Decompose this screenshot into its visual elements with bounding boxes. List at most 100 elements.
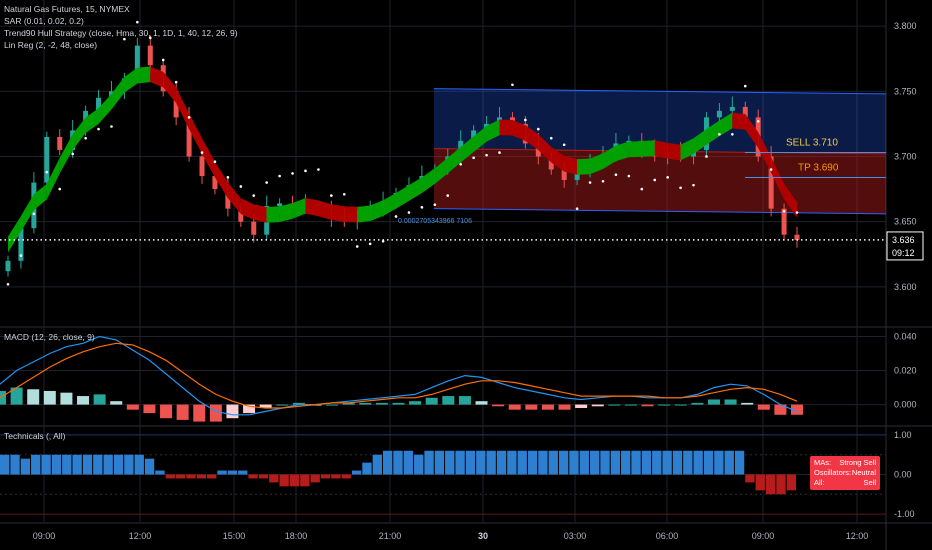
linreg-upper-fill (434, 88, 886, 154)
technicals-pane-label[interactable]: Technicals (, All) (4, 431, 66, 441)
hull-ribbon-segment (227, 182, 241, 214)
x-tick-label: 21:00 (379, 531, 402, 541)
hull-ribbon-segment (33, 183, 47, 210)
x-tick-label: 06:00 (656, 531, 679, 541)
sar-dot (731, 133, 734, 136)
macd-histogram-bar (126, 404, 139, 410)
hull-ribbon-segment (370, 200, 384, 222)
sar-dot (394, 215, 398, 218)
technicals-bar (641, 450, 652, 475)
candle-body (199, 156, 205, 177)
hull-ribbon-segment (564, 155, 578, 175)
sar-dot (148, 36, 152, 40)
hull-ribbon-segment (525, 125, 539, 150)
sar-dot (239, 185, 243, 188)
candle-body (238, 208, 244, 222)
sar-dot (614, 173, 618, 177)
hull-ribbon-segment (305, 197, 319, 217)
technicals-bar (372, 454, 382, 475)
technicals-bar (31, 454, 41, 475)
sar-dot (795, 211, 799, 214)
price-tag-countdown: 09:12 (892, 248, 915, 258)
technicals-bar (20, 458, 31, 475)
macd-histogram-bar (60, 392, 73, 405)
macd-histogram-bar (276, 404, 289, 406)
technicals-bar (0, 454, 10, 475)
technicals-bar (548, 450, 558, 475)
technicals-y-tick-label: 1.00 (894, 430, 912, 440)
technicals-bar (745, 474, 755, 483)
sar-dot (317, 168, 320, 171)
technicals-bar (155, 470, 165, 475)
sell-label: SELL 3.710 (786, 137, 838, 148)
x-tick-label: 18:00 (285, 531, 308, 541)
technicals-bar (621, 450, 631, 475)
technicals-y-tick-label: -1.00 (894, 509, 915, 519)
macd-histogram-bar (624, 404, 637, 406)
macd-histogram-bar (641, 404, 654, 407)
macd-histogram-bar (43, 390, 56, 405)
sar-dot (446, 194, 450, 197)
sar-dot (45, 170, 49, 174)
macd-histogram-bar (292, 402, 305, 405)
sar-dot (265, 181, 268, 184)
macd-histogram-bar (359, 402, 372, 405)
technicals-bar (362, 462, 372, 475)
technicals-bar (631, 450, 641, 475)
y-tick-label: 3.700 (894, 151, 917, 161)
macd-histogram-bar (757, 404, 770, 410)
technicals-bar (476, 450, 486, 475)
candle-body (44, 136, 50, 183)
sar-dot (291, 172, 294, 175)
hull-ribbon-segment (396, 185, 409, 209)
sar-dot (627, 174, 631, 178)
candle-body (781, 208, 787, 235)
indicator-linreg-label[interactable]: Lin Reg (2, -2, 48, close) (4, 40, 98, 50)
macd-histogram-bar (475, 401, 488, 405)
candle-body (471, 130, 477, 141)
technicals-bar (124, 454, 134, 475)
macd-histogram-bar (0, 390, 6, 405)
hull-ribbon-segment (124, 67, 138, 93)
indicator-hull-label[interactable]: Trend90 Hull Strategy (close, Hma, 30, 1… (4, 28, 238, 38)
sar-dot (433, 203, 437, 207)
indicator-sar-label[interactable]: SAR (0.01, 0.02, 0.2) (4, 16, 84, 26)
technicals-bar (714, 450, 724, 475)
technicals-bar (527, 450, 538, 475)
macd-histogram-bar (27, 389, 40, 405)
technicals-bar (382, 450, 393, 475)
hull-ribbon-segment (538, 134, 552, 163)
sar-dot (653, 178, 657, 182)
linreg-upper-line (433, 88, 887, 95)
technicals-value: Strong Sell (839, 458, 876, 467)
technicals-bar (393, 450, 403, 475)
hull-ribbon-segment (163, 71, 177, 104)
sar-dot (213, 160, 217, 163)
technicals-bar (207, 474, 217, 479)
sar-dot (705, 155, 708, 158)
macd-histogram-bar (77, 396, 90, 405)
technicals-bar (600, 450, 610, 475)
symbol-title[interactable]: Natural Gas Futures, 15, NYMEX (4, 4, 130, 14)
technicals-bar (320, 474, 331, 479)
technicals-bar (496, 450, 507, 475)
hull-ribbon-segment (72, 117, 86, 150)
sar-dot (200, 151, 204, 154)
sar-dot (640, 187, 644, 191)
hull-ribbon-segment (771, 157, 785, 200)
hull-ribbon-segment (719, 112, 733, 137)
sar-dot (407, 211, 411, 214)
macd-histogram-bar (10, 387, 23, 405)
hull-ribbon-segment (590, 153, 603, 175)
technicals-bar (72, 454, 82, 475)
linreg-lower-fill (434, 148, 886, 214)
x-tick-label: 12:00 (129, 531, 152, 541)
macd-pane-label[interactable]: MACD (12, 26, close, 9) (4, 332, 95, 342)
technicals-bar (103, 454, 113, 475)
hull-ribbon-segment (240, 198, 254, 220)
hull-ribbon-segment (551, 146, 565, 172)
hull-ribbon-segment (615, 141, 629, 162)
macd-histogram-bar (541, 404, 554, 410)
technicals-bar (414, 454, 424, 475)
